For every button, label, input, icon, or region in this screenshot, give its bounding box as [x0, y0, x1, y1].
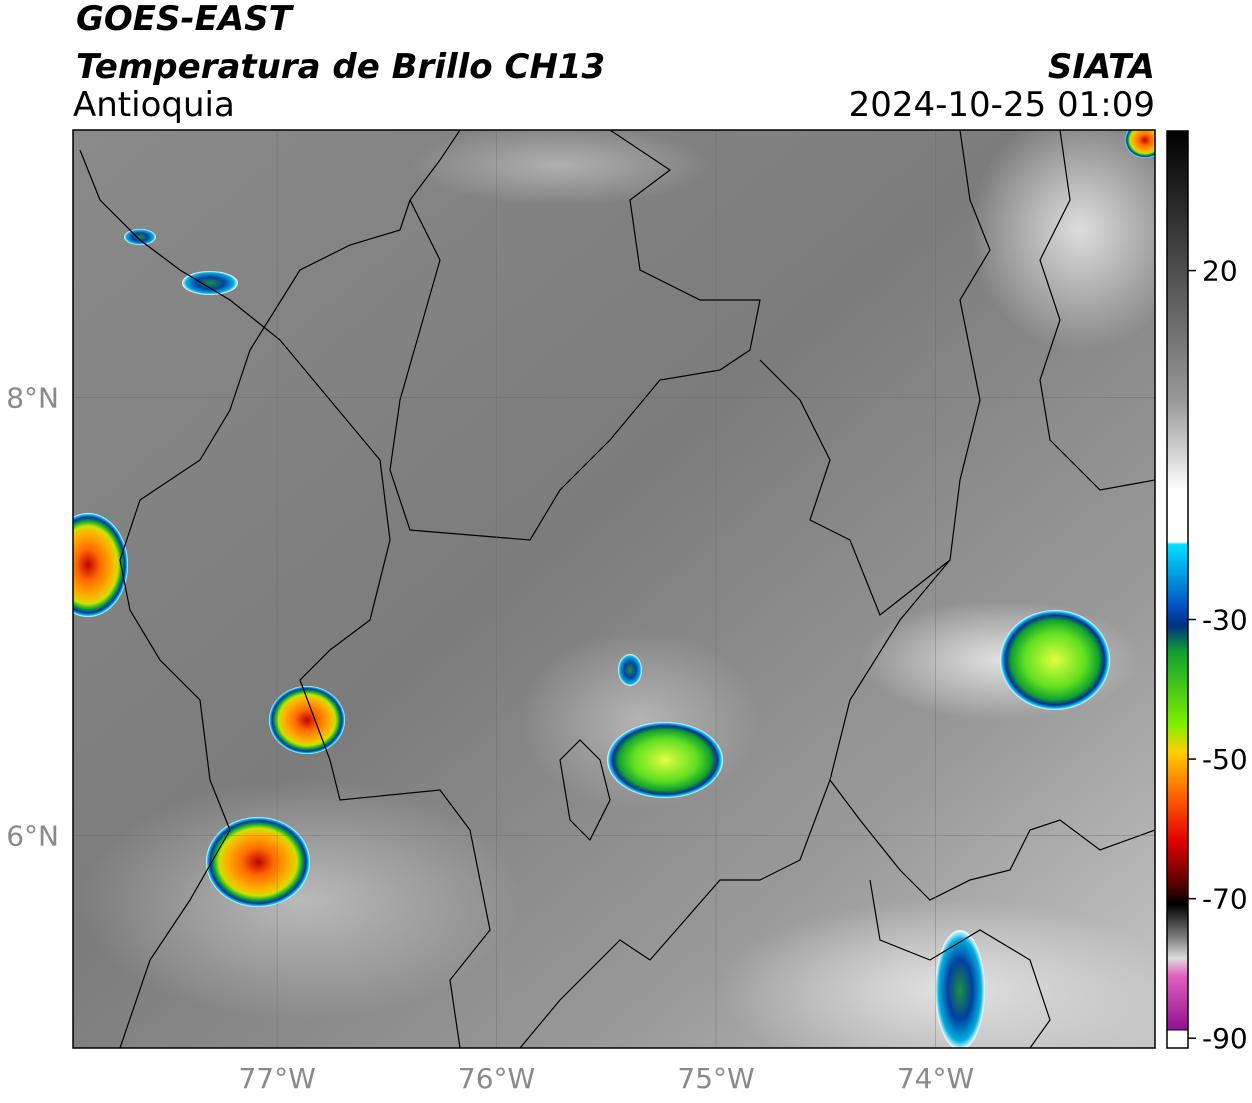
graticule [73, 130, 1155, 1048]
colorbar-ticks: 20 -30 -50 -70 -90 [1188, 255, 1248, 1055]
subtitle: Temperatura de Brillo CH13 [76, 47, 605, 87]
map-area [73, 130, 1155, 1048]
y-tick-label: 8°N [6, 381, 59, 414]
x-tick-label: 77°W [238, 1062, 315, 1095]
map-frame [72, 129, 1156, 1049]
region: Antioquia [73, 85, 235, 125]
timestamp: 2024-10-25 01:09 [849, 85, 1155, 125]
x-tick-label: 75°W [677, 1062, 754, 1095]
x-tick-label: 74°W [897, 1062, 974, 1095]
colorbar [1167, 131, 1188, 1030]
colorbar-tick-label: -30 [1202, 604, 1248, 637]
colorbar-frame [1166, 130, 1189, 1049]
y-tick-label: 6°N [6, 819, 59, 852]
colorbar-tick-label: -50 [1202, 743, 1248, 776]
source: SIATA [1048, 47, 1155, 87]
colorbar-tick-label: 20 [1202, 255, 1238, 288]
x-tick-label: 76°W [458, 1062, 535, 1095]
title: GOES-EAST [76, 0, 295, 39]
colorbar-under [1166, 1029, 1189, 1049]
storm-cells [73, 130, 1155, 1048]
boundaries [79, 130, 1155, 1048]
axis-labels: 77°W 76°W 75°W 74°W 6°N 8°N [6, 381, 974, 1095]
colorbar-tick-label: -90 [1202, 1022, 1248, 1055]
colorbar-tick-label: -70 [1202, 883, 1248, 916]
